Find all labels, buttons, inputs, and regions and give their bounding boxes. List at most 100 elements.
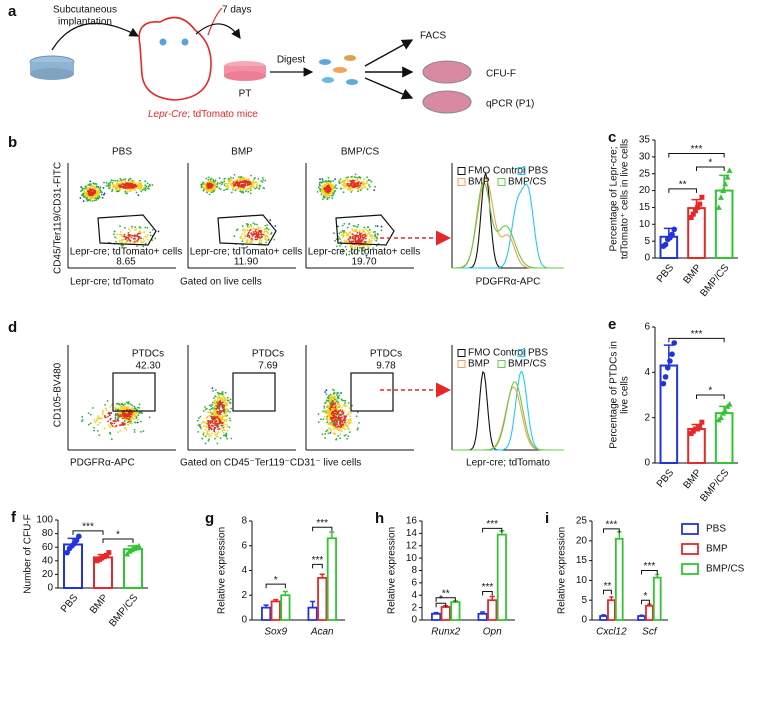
event-dot [241,233,243,235]
event-dot [317,191,319,193]
event-dot [140,191,142,193]
event-dot [250,225,252,227]
event-dot [219,404,221,406]
event-dot [113,187,115,189]
event-dot [223,434,225,436]
event-dot [247,184,249,186]
event-dot [343,223,345,225]
event-dot [318,421,320,423]
event-dot [225,392,227,394]
event-dot [147,227,149,229]
legend-label: FMO Control [468,166,525,177]
event-dot [250,228,252,230]
event-dot [133,190,135,192]
event-dot [117,420,119,422]
event-dot [92,189,94,191]
event-dot [357,190,359,192]
event-dot [119,405,121,407]
y-tick-label: 6 [644,322,650,333]
event-dot [349,431,351,433]
event-dot [343,400,345,402]
bar [654,578,661,620]
event-dot [110,418,112,420]
event-dot [355,177,357,179]
event-dot [207,179,209,181]
event-dot [354,184,356,186]
event-dot [370,242,372,244]
event-dot [214,187,216,189]
event-dot [348,407,350,409]
event-dot [136,184,138,186]
event-dot [363,227,365,229]
event-dot [327,397,329,399]
event-dot [123,415,125,417]
error-bar [310,601,315,607]
event-dot [248,187,250,189]
event-dot [131,227,133,229]
arrow [365,78,412,98]
event-dot [261,233,263,235]
event-dot [93,185,95,187]
cells [319,55,358,85]
event-dot [273,239,275,241]
legend-label: BMP [468,359,490,370]
event-dot [210,405,212,407]
legend-label: BMP/CS [508,359,547,370]
event-dot [254,223,256,225]
event-dot [207,430,209,432]
event-dot [210,189,212,191]
event-dot [203,434,205,436]
x-tick-label: BMP/CS [107,592,140,629]
event-dot [337,435,339,437]
event-dot [134,230,136,232]
event-dot [331,187,333,189]
event-dot [91,191,93,193]
event-dot [336,400,338,402]
event-dot [86,195,88,197]
event-dot [266,239,268,241]
event-dot [99,188,101,190]
event-dot [370,235,372,237]
event-dot [258,178,260,180]
event-dot [326,180,328,182]
mouse-label: Lepr-Cre; tdTomato mice [148,109,258,120]
significance-label: *** [606,520,618,531]
event-dot [336,188,338,190]
event-dot [115,241,117,243]
event-dot [268,239,270,241]
event-dot [341,430,343,432]
event-dot [374,186,376,188]
event-dot [144,189,146,191]
event-dot [344,421,346,423]
event-dot [96,417,98,419]
event-dot [143,240,145,242]
event-dot [208,438,210,440]
event-dot [326,420,328,422]
event-dot [210,422,212,424]
event-dot [333,405,335,407]
event-dot [222,430,224,432]
event-dot [197,431,199,433]
axis-label: Lepr-cre; tdTomato [70,277,154,288]
gate-name: PTDCs [132,349,164,360]
event-dot [120,414,122,416]
event-dot [97,188,99,190]
event-dot [111,438,113,440]
panel-label: a [8,3,17,20]
event-dot [203,410,205,412]
event-dot [154,238,156,240]
event-dot [357,237,359,239]
event-dot [336,392,338,394]
event-dot [352,180,354,182]
event-dot [215,413,217,415]
event-dot [111,179,113,181]
significance-label: *** [644,561,656,572]
event-dot [148,185,150,187]
event-dot [211,189,213,191]
event-dot [333,428,335,430]
event-dot [110,406,112,408]
event-dot [244,234,246,236]
event-dot [134,406,136,408]
event-dot [232,177,234,179]
event-dot [326,393,328,395]
